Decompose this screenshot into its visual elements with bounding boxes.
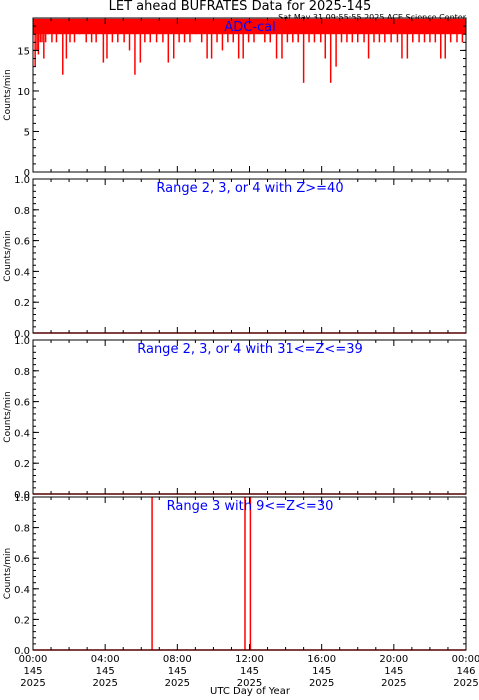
x-tick-label: 08:00: [163, 654, 192, 665]
plot-frame: [32, 178, 467, 334]
y-tick-label: 0.2: [14, 298, 30, 309]
y-tick-label: 0.4: [14, 267, 30, 278]
x-tick-label: 20:00: [379, 654, 408, 665]
x-tick-label: 2025: [165, 678, 190, 689]
panel-label: Range 2, 3, or 4 with Z>=40: [156, 181, 343, 196]
chart-panel-2: 0.0 0.2 0.4 0.6 0.8 1.0 Counts/min Range 2, 3, …: [3, 175, 467, 340]
x-tick-label: 00:00: [19, 654, 48, 665]
y-tick-label: 0.4: [14, 585, 30, 596]
y-tick-label: 0.0: [14, 490, 30, 501]
panel-label: Range 2, 3, or 4 with 31<=Z<=39: [137, 342, 363, 357]
x-tick-label: 146: [456, 666, 475, 677]
y-tick-label: 0.4: [14, 428, 30, 439]
y-tick-label: 0.8: [14, 524, 30, 535]
plot-frame: [32, 339, 467, 495]
x-tick-label: 16:00: [307, 654, 336, 665]
y-tick-label: 0: [24, 168, 30, 179]
x-tick-label: 04:00: [91, 654, 120, 665]
y-tick-label: 1.0: [14, 336, 30, 347]
x-tick-label: 145: [384, 666, 403, 677]
y-tick-label: 0.2: [14, 459, 30, 470]
y-tick-label: 0.2: [14, 615, 30, 626]
y-axis-label: Counts/min: [3, 548, 13, 599]
y-tick-label: 0.8: [14, 367, 30, 378]
y-tick-label: 1.0: [14, 175, 30, 186]
chart-panel-1: 0 5 10 15 Counts/min ADC-cal: [3, 17, 467, 179]
chart-title: LET ahead BUFRATES Data for 2025-145: [109, 0, 372, 14]
x-tick-label: 00:00: [452, 654, 479, 665]
y-tick-label: 10: [17, 87, 30, 98]
x-tick-label: 145: [240, 666, 259, 677]
y-tick-label: 15: [17, 46, 30, 57]
chart-panel-4: 0.0 0.2 0.4 0.6 0.8 1.0 Counts/min Range 3 with…: [3, 493, 467, 657]
y-tick-label: 0.0: [14, 329, 30, 340]
x-axis-label: UTC Day of Year: [210, 686, 291, 697]
y-tick-label: 0.6: [14, 398, 30, 409]
series-group: [33, 18, 466, 83]
y-axis-label: Counts/min: [3, 230, 13, 281]
panel-label: Range 3 with 9<=Z<=30: [167, 499, 334, 514]
plot-frame: [32, 496, 467, 651]
x-tick-label: 2025: [92, 678, 117, 689]
x-tick-label: 2025: [237, 678, 262, 689]
y-tick-label: 5: [24, 127, 30, 138]
chart-panel-3: 0.0 0.2 0.4 0.6 0.8 1.0 Counts/min Range 2, 3, …: [3, 336, 467, 501]
plot-frame: [32, 17, 467, 173]
x-tick-label: 12:00: [235, 654, 264, 665]
x-tick-label: 145: [23, 666, 42, 677]
panel-label: ADC-cal: [224, 20, 275, 35]
y-axis-label: Counts/min: [3, 391, 13, 442]
x-tick-label: 2025: [453, 678, 478, 689]
x-tick-label: 145: [96, 666, 115, 677]
x-tick-label: 145: [312, 666, 331, 677]
y-tick-label: 0.0: [14, 646, 30, 657]
x-tick-label: 145: [168, 666, 187, 677]
y-tick-label: 0.8: [14, 206, 30, 217]
y-tick-label: 0.6: [14, 237, 30, 248]
x-tick-label: 2025: [20, 678, 45, 689]
x-tick-label: 2025: [309, 678, 334, 689]
series-group: [33, 497, 466, 651]
y-axis-label: Counts/min: [3, 69, 13, 120]
y-tick-label: 1.0: [14, 493, 30, 504]
x-tick-label: 2025: [381, 678, 406, 689]
y-tick-label: 0.6: [14, 554, 30, 565]
